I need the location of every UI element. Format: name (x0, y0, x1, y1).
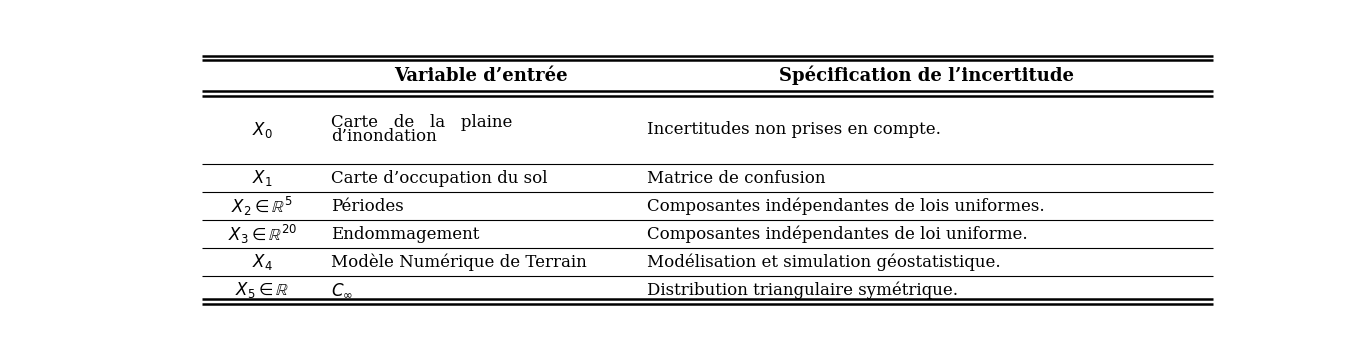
Text: Carte   de   la   plaine: Carte de la plaine (332, 114, 513, 132)
Text: Incertitudes non prises en compte.: Incertitudes non prises en compte. (647, 121, 941, 139)
Text: $X_0$: $X_0$ (252, 120, 272, 140)
Text: Variable d’entrée: Variable d’entrée (394, 67, 567, 85)
Text: $X_5 \in \mathbb{R}$: $X_5 \in \mathbb{R}$ (235, 280, 290, 300)
Text: d’inondation: d’inondation (332, 128, 437, 146)
Text: Carte d’occupation du sol: Carte d’occupation du sol (332, 170, 548, 187)
Text: $X_3 \in \mathbb{R}^{20}$: $X_3 \in \mathbb{R}^{20}$ (227, 223, 296, 246)
Text: $X_1$: $X_1$ (252, 168, 272, 188)
Text: $X_2 \in \mathbb{R}^5$: $X_2 \in \mathbb{R}^5$ (231, 194, 292, 218)
Text: Endommagement: Endommagement (332, 226, 480, 243)
Text: Composantes indépendantes de lois uniformes.: Composantes indépendantes de lois unifor… (647, 197, 1044, 215)
Text: $C_{\infty}$: $C_{\infty}$ (332, 282, 354, 299)
Text: $X_4$: $X_4$ (252, 252, 272, 272)
Text: Périodes: Périodes (332, 198, 404, 215)
Text: Modèle Numérique de Terrain: Modèle Numérique de Terrain (332, 253, 588, 271)
Text: Distribution triangulaire symétrique.: Distribution triangulaire symétrique. (647, 282, 959, 299)
Text: Matrice de confusion: Matrice de confusion (647, 170, 826, 187)
Text: Spécification de l’incertitude: Spécification de l’incertitude (779, 66, 1074, 86)
Text: Composantes indépendantes de loi uniforme.: Composantes indépendantes de loi uniform… (647, 225, 1028, 243)
Text: Modélisation et simulation géostatistique.: Modélisation et simulation géostatistiqu… (647, 253, 1001, 271)
